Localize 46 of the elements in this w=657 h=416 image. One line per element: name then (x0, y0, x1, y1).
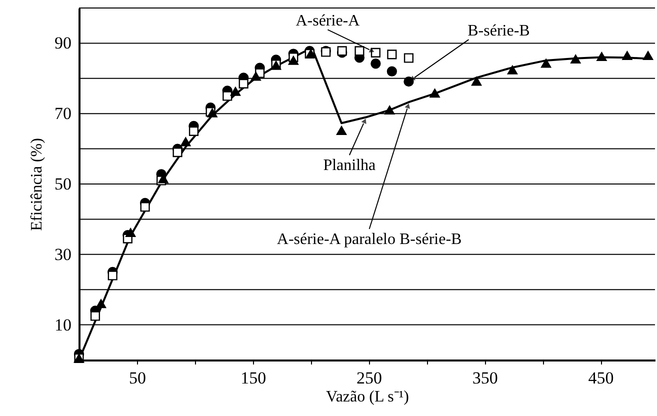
point (96, 299, 106, 308)
point (386, 66, 397, 76)
point (404, 53, 414, 63)
point (596, 52, 607, 62)
point (230, 86, 241, 96)
point (188, 126, 199, 136)
point (384, 106, 395, 115)
y-tick-label: 70 (54, 104, 72, 124)
point (430, 88, 440, 98)
point (622, 51, 632, 60)
annotation: A-série-A (296, 12, 360, 30)
point (90, 311, 100, 321)
x-tick-label: 450 (588, 368, 614, 388)
x-tick-label: 250 (356, 368, 382, 388)
x-axis-title: Vazão (L s⁻¹) (326, 388, 409, 406)
annotation: Planilha (323, 157, 376, 174)
point (507, 65, 518, 74)
x-tick-label: 350 (472, 368, 498, 388)
y-axis-title: Eficiência (%) (28, 138, 46, 231)
annotation: A-série-A paralelo B-série-B (276, 230, 462, 248)
point (222, 91, 232, 101)
point (288, 56, 298, 65)
point (404, 76, 414, 87)
point (238, 78, 248, 88)
x-tick-label: 50 (128, 368, 146, 388)
point (250, 72, 261, 81)
point (140, 202, 150, 212)
point (471, 76, 482, 86)
y-tick-label: 50 (54, 174, 72, 194)
point (370, 58, 381, 69)
point (570, 54, 581, 64)
y-tick-label: 90 (54, 34, 72, 53)
y-tick-label: 30 (54, 244, 72, 264)
point (126, 228, 136, 238)
annotation: B-série-B (468, 22, 530, 40)
point (354, 46, 364, 56)
point (108, 270, 118, 280)
point (642, 51, 654, 60)
point (370, 48, 380, 58)
point (180, 137, 191, 146)
x-tick-label: 150 (240, 368, 266, 388)
point (540, 58, 552, 68)
point (172, 148, 182, 158)
y-tick-label: 10 (54, 315, 72, 334)
point (387, 50, 397, 60)
point (336, 126, 347, 135)
